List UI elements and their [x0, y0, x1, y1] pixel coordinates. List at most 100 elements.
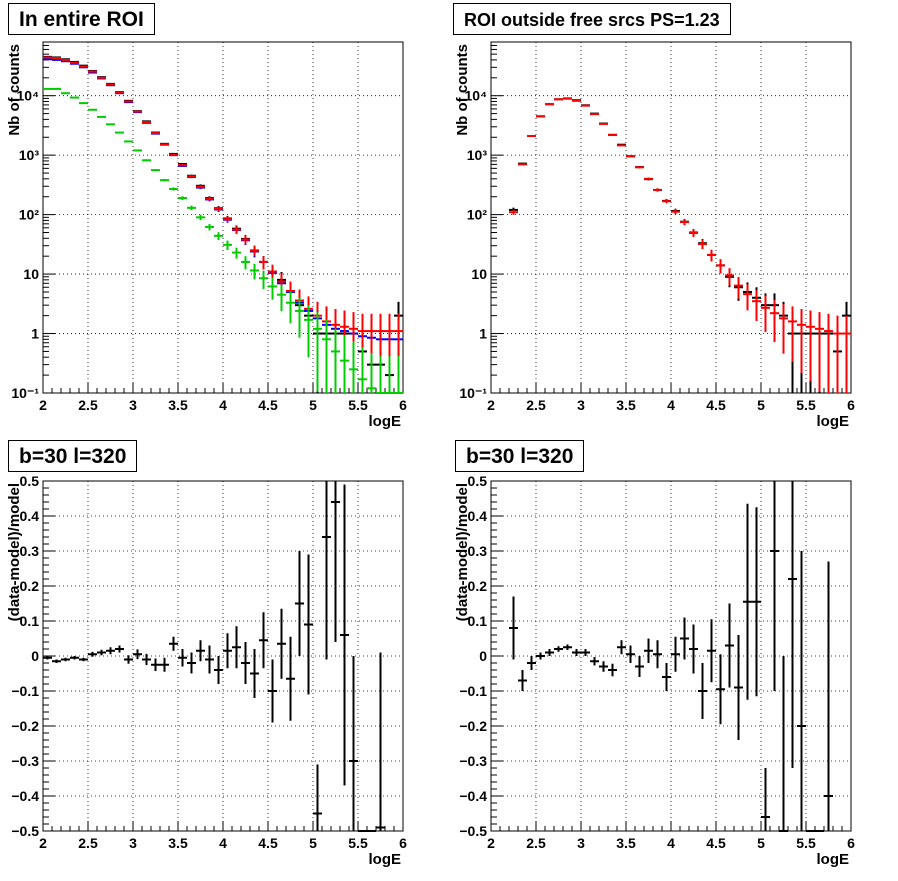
x-tick-label: 5.5 — [796, 397, 816, 413]
y-tick-label: 0.3 — [20, 543, 40, 559]
x-tick-label: 4.5 — [706, 397, 726, 413]
data-point — [277, 284, 286, 312]
data-point — [331, 481, 340, 642]
data-point — [358, 347, 367, 393]
data-point — [151, 169, 160, 172]
y-tick-label: 0 — [479, 648, 487, 664]
data-point — [304, 305, 313, 358]
data-point — [223, 216, 232, 223]
data-point — [340, 484, 349, 786]
data-point — [88, 651, 97, 657]
x-tick-label: 2.5 — [526, 835, 546, 851]
y-tick-label: 10² — [467, 207, 488, 223]
panel-title-1: In entire ROI — [8, 3, 155, 35]
data-point — [545, 649, 554, 656]
data-point — [250, 263, 259, 280]
y-tick-label: −0.4 — [11, 788, 39, 804]
data-point — [770, 481, 779, 691]
data-point — [761, 295, 770, 333]
data-point — [698, 663, 707, 719]
data-point — [268, 277, 277, 300]
data-point — [752, 507, 761, 697]
data-point — [349, 656, 358, 831]
data-point — [169, 636, 178, 651]
data-point — [617, 640, 626, 655]
data-point — [518, 163, 527, 166]
data-point — [160, 657, 169, 672]
data-point — [833, 315, 842, 393]
data-point — [509, 209, 518, 215]
y-axis-label: Nb of counts — [454, 44, 471, 136]
y-tick-label: 0.1 — [20, 613, 40, 629]
data-point — [734, 635, 743, 740]
data-point — [554, 98, 563, 101]
x-tick-label: 4 — [667, 397, 675, 413]
data-point — [680, 219, 689, 226]
data-point — [644, 177, 653, 181]
data-point — [617, 144, 626, 147]
data-point — [608, 663, 617, 677]
y-tick-label: 10 — [471, 266, 487, 282]
data-point — [689, 624, 698, 674]
data-point — [160, 178, 169, 182]
y-tick-label: −0.3 — [11, 753, 39, 769]
x-tick-label: 5 — [757, 397, 765, 413]
y-tick-label: 0.5 — [20, 473, 40, 489]
data-point — [178, 164, 187, 167]
data-point — [590, 657, 599, 666]
data-point — [385, 356, 394, 394]
data-point — [824, 313, 833, 393]
y-tick-label: 0.4 — [20, 508, 40, 524]
data-point — [518, 670, 527, 691]
y-tick-label: 1 — [31, 326, 39, 342]
data-point — [797, 309, 806, 374]
x-tick-label: 3 — [577, 397, 585, 413]
data-point — [52, 659, 61, 663]
y-tick-label: 0.5 — [468, 473, 488, 489]
data-point — [241, 235, 250, 245]
panel-title-4: b=30 l=320 — [455, 440, 585, 472]
data-point — [635, 166, 644, 169]
y-tick-label: −0.5 — [11, 823, 39, 839]
data-point — [376, 356, 385, 394]
x-tick-label: 5.5 — [348, 397, 368, 413]
data-point — [178, 649, 187, 667]
data-point — [394, 356, 403, 394]
x-tick-label: 2.5 — [78, 397, 98, 413]
data-point — [70, 656, 79, 660]
data-point — [250, 245, 259, 257]
data-point — [376, 652, 385, 831]
data-point — [151, 132, 160, 135]
data-point — [142, 159, 151, 162]
data-point — [214, 232, 223, 241]
x-tick-label: 4.5 — [706, 835, 726, 851]
data-point — [680, 617, 689, 660]
y-tick-label: 0.2 — [20, 578, 40, 594]
data-point — [653, 188, 662, 192]
data-point — [662, 199, 671, 204]
data-point — [196, 185, 205, 189]
data-point — [563, 644, 572, 651]
y-tick-label: 10² — [19, 207, 40, 223]
data-point — [599, 661, 608, 672]
data-point — [313, 312, 322, 392]
data-point — [124, 100, 133, 103]
y-tick-label: 10⁻¹ — [11, 385, 39, 401]
data-point — [169, 153, 178, 156]
x-tick-label: 2 — [39, 835, 47, 851]
data-point — [124, 655, 133, 664]
data-point — [97, 115, 106, 118]
data-point — [779, 656, 788, 832]
x-tick-label: 4.5 — [258, 835, 278, 851]
data-point — [259, 612, 268, 669]
data-point — [286, 291, 295, 324]
data-point — [581, 104, 590, 107]
y-axis-label: (data-model)/model — [454, 483, 471, 621]
data-point — [716, 259, 725, 274]
data-point — [734, 277, 743, 299]
y-tick-label: 10⁴ — [17, 88, 40, 104]
data-point — [554, 646, 563, 652]
data-point — [572, 99, 581, 102]
y-tick-label: −0.3 — [459, 753, 487, 769]
